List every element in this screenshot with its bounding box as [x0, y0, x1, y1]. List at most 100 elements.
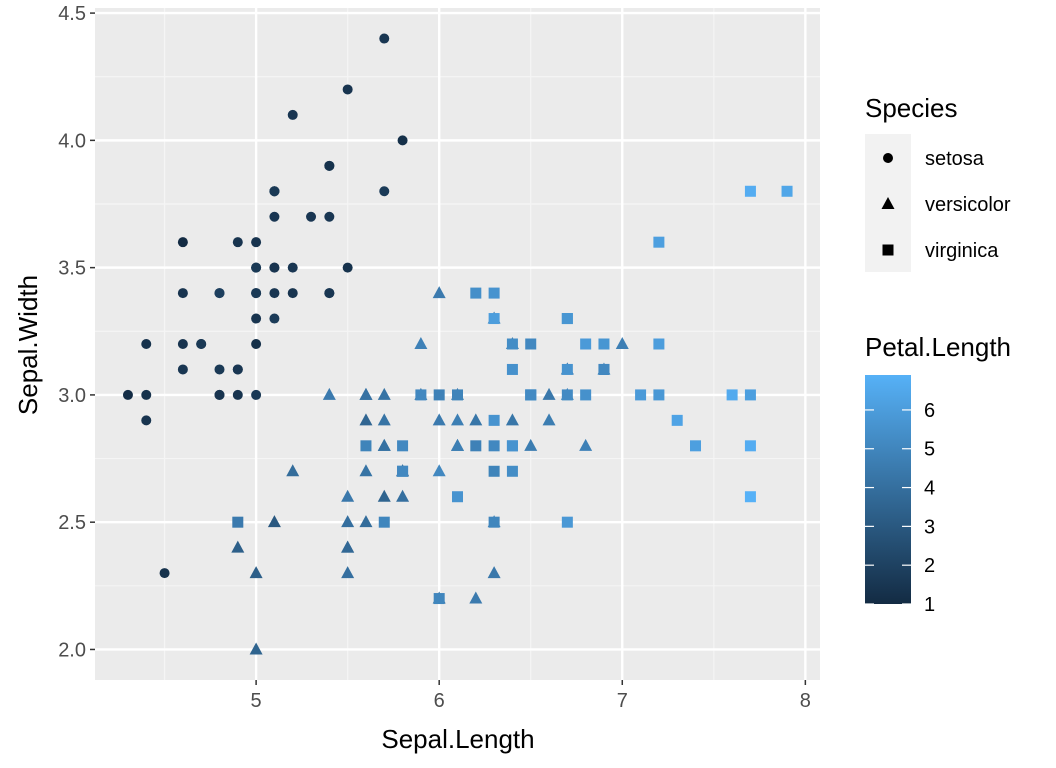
virginica-point	[561, 516, 573, 528]
setosa-point	[122, 389, 133, 400]
setosa-point	[232, 364, 243, 375]
color-legend-tick-label: 3	[924, 516, 935, 538]
y-tick-label: 2.0	[58, 639, 86, 661]
versicolor-point	[542, 387, 556, 400]
virginica-point	[690, 440, 702, 452]
setosa-point	[379, 33, 390, 44]
versicolor-point	[451, 438, 464, 451]
color-legend-tick-label: 4	[924, 478, 935, 500]
x-tick-label: 6	[434, 690, 445, 712]
color-legend-tick-label: 1	[924, 594, 935, 616]
color-legend: Petal.Length 1 2 3 4 5 6	[865, 332, 1011, 616]
y-tick-label: 4.5	[58, 3, 86, 25]
setosa-point	[287, 262, 298, 273]
virginica-point	[744, 440, 756, 452]
versicolor-point	[505, 413, 519, 426]
setosa-point	[177, 288, 188, 299]
versicolor-point	[359, 515, 373, 528]
color-legend-ticks: 1 2 3 4 5 6	[865, 400, 935, 616]
setosa-point	[306, 211, 317, 222]
virginica-point	[232, 516, 244, 528]
virginica-point	[744, 491, 756, 503]
virginica-point	[506, 465, 518, 477]
virginica-point	[488, 313, 500, 325]
versicolor-point	[359, 413, 373, 426]
virginica-point	[378, 516, 390, 528]
setosa-point	[342, 84, 353, 95]
virginica-point	[506, 338, 518, 350]
versicolor-point	[414, 337, 428, 349]
setosa-point	[177, 237, 188, 248]
setosa-point	[141, 389, 152, 400]
legend-triangle-icon	[881, 197, 895, 209]
versicolor-point	[432, 286, 446, 299]
virginica-point	[488, 440, 500, 452]
versicolor-point	[341, 515, 355, 528]
versicolor-point	[542, 413, 556, 426]
shape-legend-label: virginica	[925, 240, 999, 262]
y-tick-label: 4.0	[58, 130, 86, 152]
color-legend-tick-label: 6	[924, 400, 935, 422]
color-legend-tick-label: 2	[924, 555, 935, 577]
setosa-point	[177, 339, 188, 349]
shape-legend: Species setosa versicolor virginica	[865, 93, 1011, 272]
virginica-point	[506, 440, 518, 452]
x-tick-label: 7	[617, 690, 628, 712]
virginica-point	[744, 389, 756, 401]
shape-legend-keys: setosa versicolor virginica	[881, 148, 1011, 262]
versicolor-point	[359, 387, 373, 400]
versicolor-point	[451, 413, 464, 426]
setosa-point	[232, 237, 243, 248]
setosa-point	[251, 237, 262, 248]
virginica-point	[433, 389, 445, 401]
color-legend-tick-label: 5	[924, 439, 935, 461]
setosa-point	[397, 135, 408, 146]
versicolor-point	[322, 387, 336, 400]
versicolor-point	[249, 642, 263, 655]
virginica-point	[580, 389, 592, 401]
color-bar	[865, 375, 911, 604]
shape-legend-title: Species	[865, 93, 958, 123]
versicolor-point	[377, 413, 391, 426]
virginica-point	[488, 516, 500, 528]
setosa-point	[251, 313, 262, 324]
setosa-point	[269, 288, 280, 299]
versicolor-point	[377, 489, 391, 502]
shape-legend-label: versicolor	[925, 194, 1011, 216]
setosa-point	[342, 262, 353, 273]
virginica-point	[598, 338, 610, 350]
y-axis-title: Sepal.Width	[13, 275, 43, 415]
versicolor-point	[341, 566, 355, 579]
y-tick-label: 3.0	[58, 385, 86, 407]
setosa-point	[232, 389, 243, 400]
virginica-point	[744, 185, 756, 197]
versicolor-point	[615, 337, 629, 349]
panel-background	[95, 8, 820, 680]
setosa-point	[214, 389, 225, 400]
virginica-point	[525, 338, 537, 350]
virginica-point	[360, 440, 372, 452]
versicolor-point	[267, 515, 281, 528]
legend-square-icon	[882, 244, 894, 256]
virginica-point	[653, 236, 665, 248]
virginica-point	[397, 440, 409, 452]
virginica-point	[488, 414, 500, 426]
virginica-point	[452, 491, 463, 503]
versicolor-point	[432, 464, 446, 477]
versicolor-point	[469, 413, 483, 426]
virginica-point	[452, 389, 463, 401]
x-tick-label: 8	[800, 690, 811, 712]
virginica-point	[781, 185, 793, 197]
setosa-point	[269, 262, 280, 273]
versicolor-point	[579, 438, 593, 451]
virginica-point	[561, 313, 573, 325]
versicolor-point	[249, 566, 263, 579]
setosa-point	[141, 415, 152, 426]
setosa-point	[251, 339, 262, 349]
virginica-point	[488, 287, 500, 299]
setosa-point	[287, 288, 298, 299]
virginica-point	[525, 389, 537, 401]
setosa-point	[196, 339, 207, 349]
virginica-point	[397, 465, 409, 477]
